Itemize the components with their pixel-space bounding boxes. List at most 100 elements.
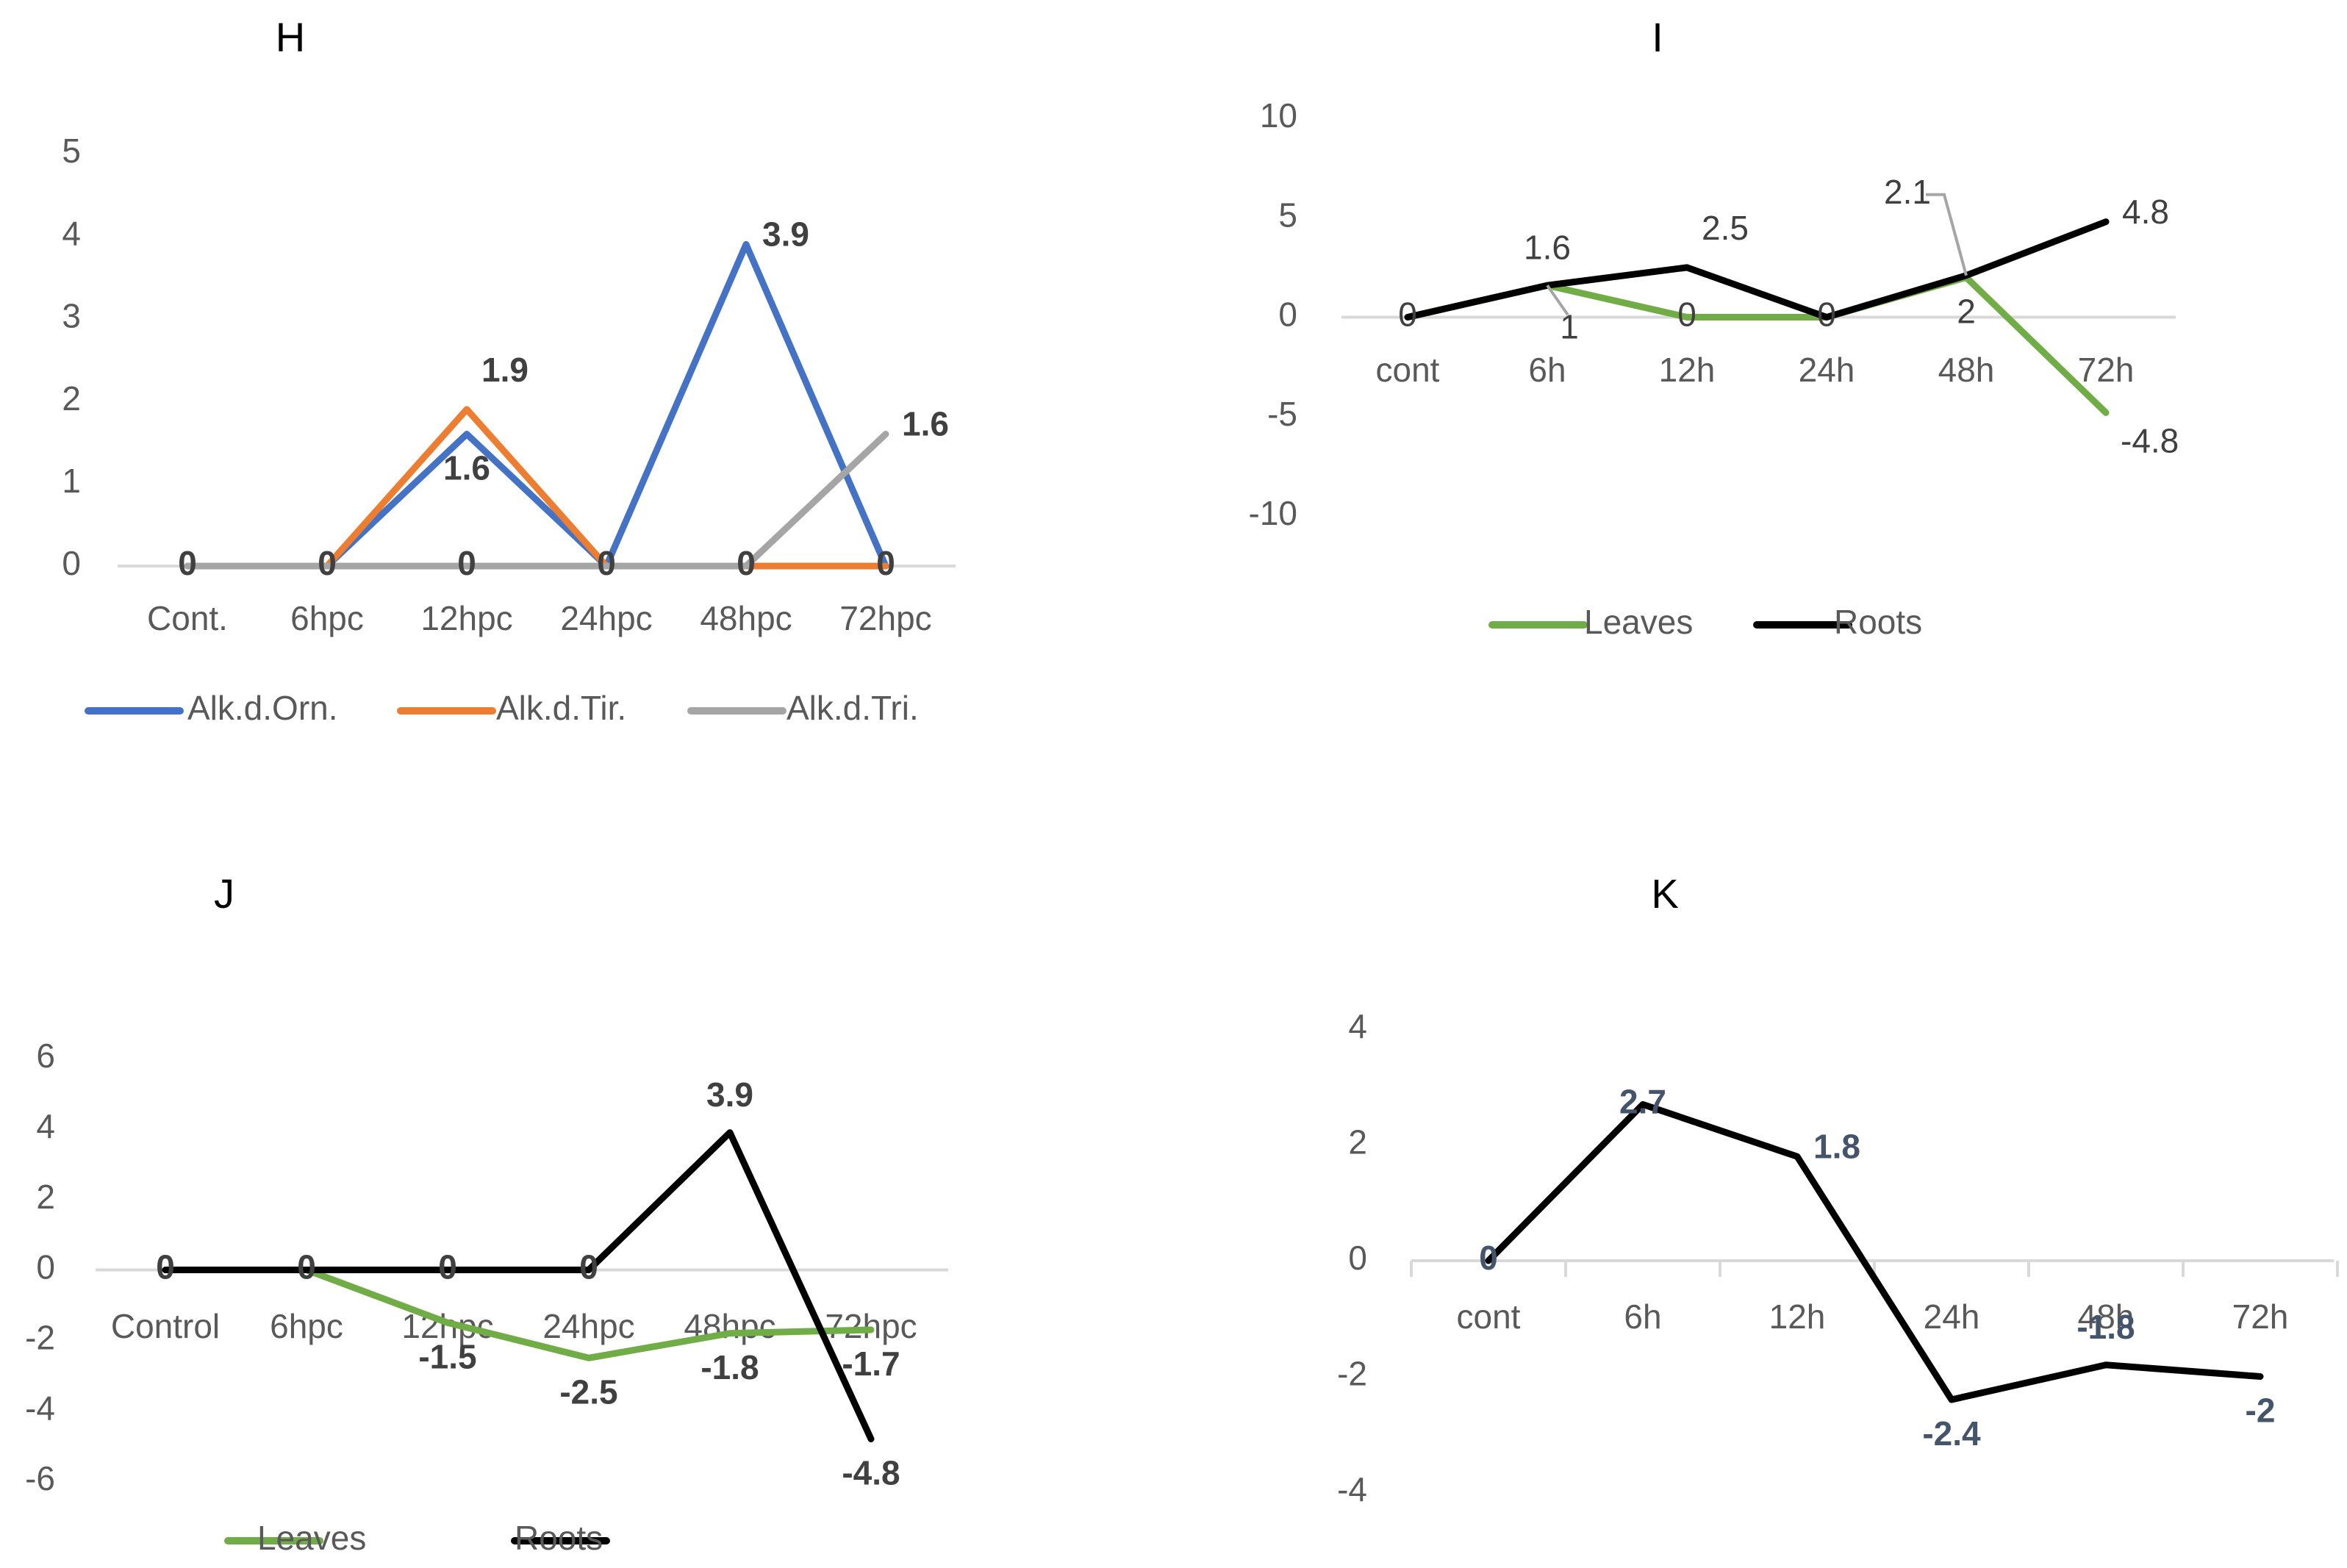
- x-tick-label: 12hpc: [420, 599, 512, 637]
- data-label: 0: [178, 544, 197, 582]
- y-tick-label: 5: [1278, 196, 1297, 234]
- data-label: -1.7: [842, 1345, 900, 1383]
- x-tick-label: 6h: [1624, 1297, 1661, 1336]
- data-label: 1.9: [481, 351, 528, 389]
- x-tick-label: 6hpc: [290, 599, 364, 637]
- y-tick-label: -4: [25, 1389, 55, 1427]
- y-tick-label: 0: [62, 544, 81, 582]
- x-tick-label: 6hpc: [270, 1307, 343, 1345]
- data-label: 0: [876, 544, 895, 582]
- panel-title: I: [1652, 14, 1663, 60]
- chart-panel-h: H 0 1 2 3 4 5 Cont. 6hpc 12hpc 24hpc 48hpc 72hpc 0 0 0 0…: [62, 14, 956, 727]
- x-tick-label: cont: [1376, 351, 1440, 389]
- series-line-roots: [1404, 218, 2110, 321]
- data-label: 2.7: [1619, 1083, 1666, 1121]
- series-line-alk-d-tir: [184, 406, 889, 570]
- label-leader-line: [1926, 193, 1968, 276]
- data-label: -2.5: [559, 1372, 617, 1411]
- y-tick-label: -6: [25, 1459, 55, 1497]
- data-label: -1.8: [2077, 1308, 2135, 1346]
- data-label: 0: [438, 1248, 457, 1286]
- data-label: -1.5: [418, 1338, 476, 1376]
- x-tick-label: 72hpc: [825, 1307, 917, 1345]
- y-tick-label: 5: [62, 132, 81, 170]
- x-tick-label: 24hpc: [560, 599, 652, 637]
- y-tick-label: 0: [1348, 1239, 1367, 1277]
- data-label: 1.6: [902, 405, 949, 443]
- data-label: -1.8: [700, 1348, 759, 1386]
- x-tick-label: 72hpc: [839, 599, 931, 637]
- chart-panel-k: K -4 -2 0 2 4 cont 6h 12h 24h 48h 72h 0 2.7 1.8 -2.4 -1.…: [1337, 870, 2339, 1508]
- x-tick-label: 24hpc: [542, 1307, 634, 1345]
- series-line-main: [1485, 1100, 2264, 1403]
- y-tick-label: 2: [62, 379, 81, 418]
- x-tick-label: cont: [1457, 1297, 1521, 1336]
- series-line-alk-d-orn: [184, 240, 889, 570]
- data-label: 0: [597, 544, 616, 582]
- series-line-leaves: [1404, 273, 2110, 416]
- chart-panel-i: I -10 -5 0 5 10 cont 6h 12h 24h 48h 72h 0 1.6 1 2.5 0 0 2.…: [1249, 14, 2179, 641]
- panel-title: K: [1651, 870, 1678, 917]
- data-label: 2.5: [1702, 209, 1749, 247]
- x-tick-label: Cont.: [147, 599, 228, 637]
- data-label: 4.8: [2122, 193, 2169, 231]
- x-tick-label: 24h: [1799, 351, 1855, 389]
- data-label: -4.8: [2121, 421, 2179, 459]
- x-tick-label: 12h: [1769, 1297, 1826, 1336]
- data-label: 0: [1398, 296, 1417, 334]
- y-tick-label: 10: [1260, 96, 1297, 135]
- label-leader-line: [1546, 284, 1569, 316]
- series-line-roots: [162, 1129, 875, 1442]
- y-tick-label: -10: [1249, 494, 1297, 532]
- x-tick-label: Control: [111, 1307, 220, 1345]
- y-tick-label: 4: [62, 214, 81, 252]
- legend-label: Roots: [515, 1519, 603, 1557]
- legend-label: Leaves: [257, 1519, 366, 1557]
- y-tick-label: -2: [25, 1318, 55, 1356]
- legend-label: Alk.d.Orn.: [187, 689, 338, 727]
- panel-title: J: [214, 870, 234, 917]
- y-tick-label: -2: [1337, 1355, 1367, 1393]
- x-tick-label: 48h: [2078, 1297, 2135, 1336]
- panel-title: H: [276, 14, 305, 60]
- data-label: -2: [2246, 1392, 2276, 1430]
- data-label: 0: [1677, 296, 1696, 334]
- data-label: 0: [579, 1248, 598, 1286]
- data-label: -4.8: [842, 1454, 900, 1492]
- legend-label: Alk.d.Tir.: [496, 689, 626, 727]
- data-label: -2.4: [1922, 1414, 1981, 1453]
- legend-label: Alk.d.Tri.: [786, 689, 919, 727]
- x-tick-label: 48h: [1938, 351, 1995, 389]
- x-tick-label: 48hpc: [700, 599, 792, 637]
- data-label: 0: [457, 544, 476, 582]
- y-tick-label: 0: [1278, 296, 1297, 334]
- x-tick-label: 24h: [1924, 1297, 1980, 1336]
- y-tick-label: 4: [36, 1107, 55, 1145]
- data-label: 1.6: [443, 449, 490, 487]
- y-tick-label: 6: [36, 1037, 55, 1075]
- data-label: 0: [1817, 296, 1836, 334]
- y-tick-label: 1: [62, 462, 81, 500]
- data-label: 2: [1957, 293, 1976, 331]
- y-tick-label: 2: [36, 1178, 55, 1216]
- y-tick-label: 3: [62, 297, 81, 335]
- y-tick-label: 0: [36, 1248, 55, 1286]
- data-label: 3.9: [762, 215, 809, 254]
- data-label: 2.1: [1884, 173, 1931, 211]
- x-tick-label: 72h: [2078, 351, 2135, 389]
- y-tick-label: 4: [1348, 1007, 1367, 1045]
- data-label: 3.9: [706, 1075, 753, 1114]
- legend-label: Leaves: [1584, 603, 1693, 641]
- data-label: 0: [318, 544, 337, 582]
- x-tick-label: 6h: [1528, 351, 1566, 389]
- legend-label: Roots: [1834, 603, 1922, 641]
- y-tick-label: 2: [1348, 1123, 1367, 1161]
- x-tick-label: 72h: [2232, 1297, 2289, 1336]
- data-label: 1.8: [1813, 1127, 1860, 1165]
- y-tick-label: -5: [1267, 395, 1297, 433]
- y-tick-label: -4: [1337, 1470, 1367, 1508]
- data-label: 0: [156, 1248, 175, 1286]
- data-label: 1.6: [1524, 228, 1571, 266]
- data-label: 0: [1479, 1239, 1498, 1277]
